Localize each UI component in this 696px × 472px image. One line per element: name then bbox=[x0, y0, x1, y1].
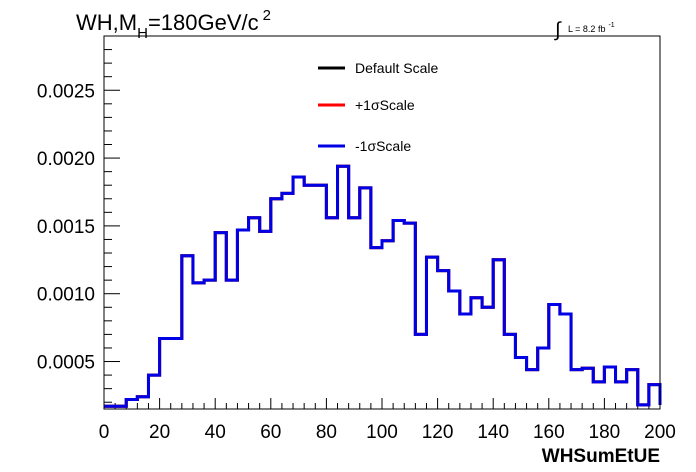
x-axis-label: WHSumEtUE bbox=[542, 446, 660, 467]
chart-title: WH,MH=180GeV/c 2 bbox=[76, 7, 271, 42]
x-tick-label: 200 bbox=[644, 422, 676, 443]
y-tick-label: 0.0010 bbox=[37, 285, 95, 306]
title-superscript: 2 bbox=[263, 7, 271, 24]
y-tick-label: 0.0015 bbox=[37, 217, 95, 238]
legend-label: Default Scale bbox=[355, 60, 438, 76]
x-tick-label: 20 bbox=[149, 422, 170, 443]
x-tick-label: 120 bbox=[422, 422, 454, 443]
y-axis-tick-labels: 0.0005 0.0010 0.0015 0.0020 0.0025 bbox=[37, 81, 95, 373]
legend-label: +1σScale bbox=[355, 97, 415, 113]
legend-label: -1σScale bbox=[355, 138, 411, 154]
y-tick-label: 0.0020 bbox=[37, 149, 95, 170]
x-axis-ticks bbox=[103, 398, 661, 409]
x-tick-label: 180 bbox=[589, 422, 621, 443]
luminosity-text: L = 8.2 fb bbox=[568, 24, 605, 34]
x-axis-tick-labels: 0 20 40 60 80 100 120 140 160 180 200 bbox=[99, 422, 676, 443]
y-tick-label: 0.0025 bbox=[37, 81, 95, 102]
x-tick-label: 80 bbox=[316, 422, 337, 443]
x-tick-label: 100 bbox=[366, 422, 398, 443]
y-axis-ticks bbox=[104, 35, 120, 403]
luminosity-integral-symbol: ∫ bbox=[554, 19, 562, 41]
luminosity-label: L = 8.2 fb -1 bbox=[568, 22, 615, 34]
title-main: WH,M bbox=[76, 10, 137, 35]
legend: Default Scale +1σScale -1σScale bbox=[318, 60, 438, 154]
x-tick-label: 60 bbox=[260, 422, 281, 443]
title-subscript: H bbox=[137, 25, 148, 42]
luminosity-superscript: -1 bbox=[608, 22, 614, 29]
y-tick-label: 0.0005 bbox=[37, 353, 95, 374]
x-tick-label: 140 bbox=[477, 422, 509, 443]
plot-frame bbox=[103, 35, 661, 410]
title-rest: =180GeV/c bbox=[148, 10, 259, 35]
x-tick-label: 40 bbox=[205, 422, 226, 443]
x-tick-label: 0 bbox=[99, 422, 110, 443]
series-line-2 bbox=[104, 164, 662, 408]
x-tick-label: 160 bbox=[533, 422, 565, 443]
series-lines bbox=[104, 164, 662, 408]
